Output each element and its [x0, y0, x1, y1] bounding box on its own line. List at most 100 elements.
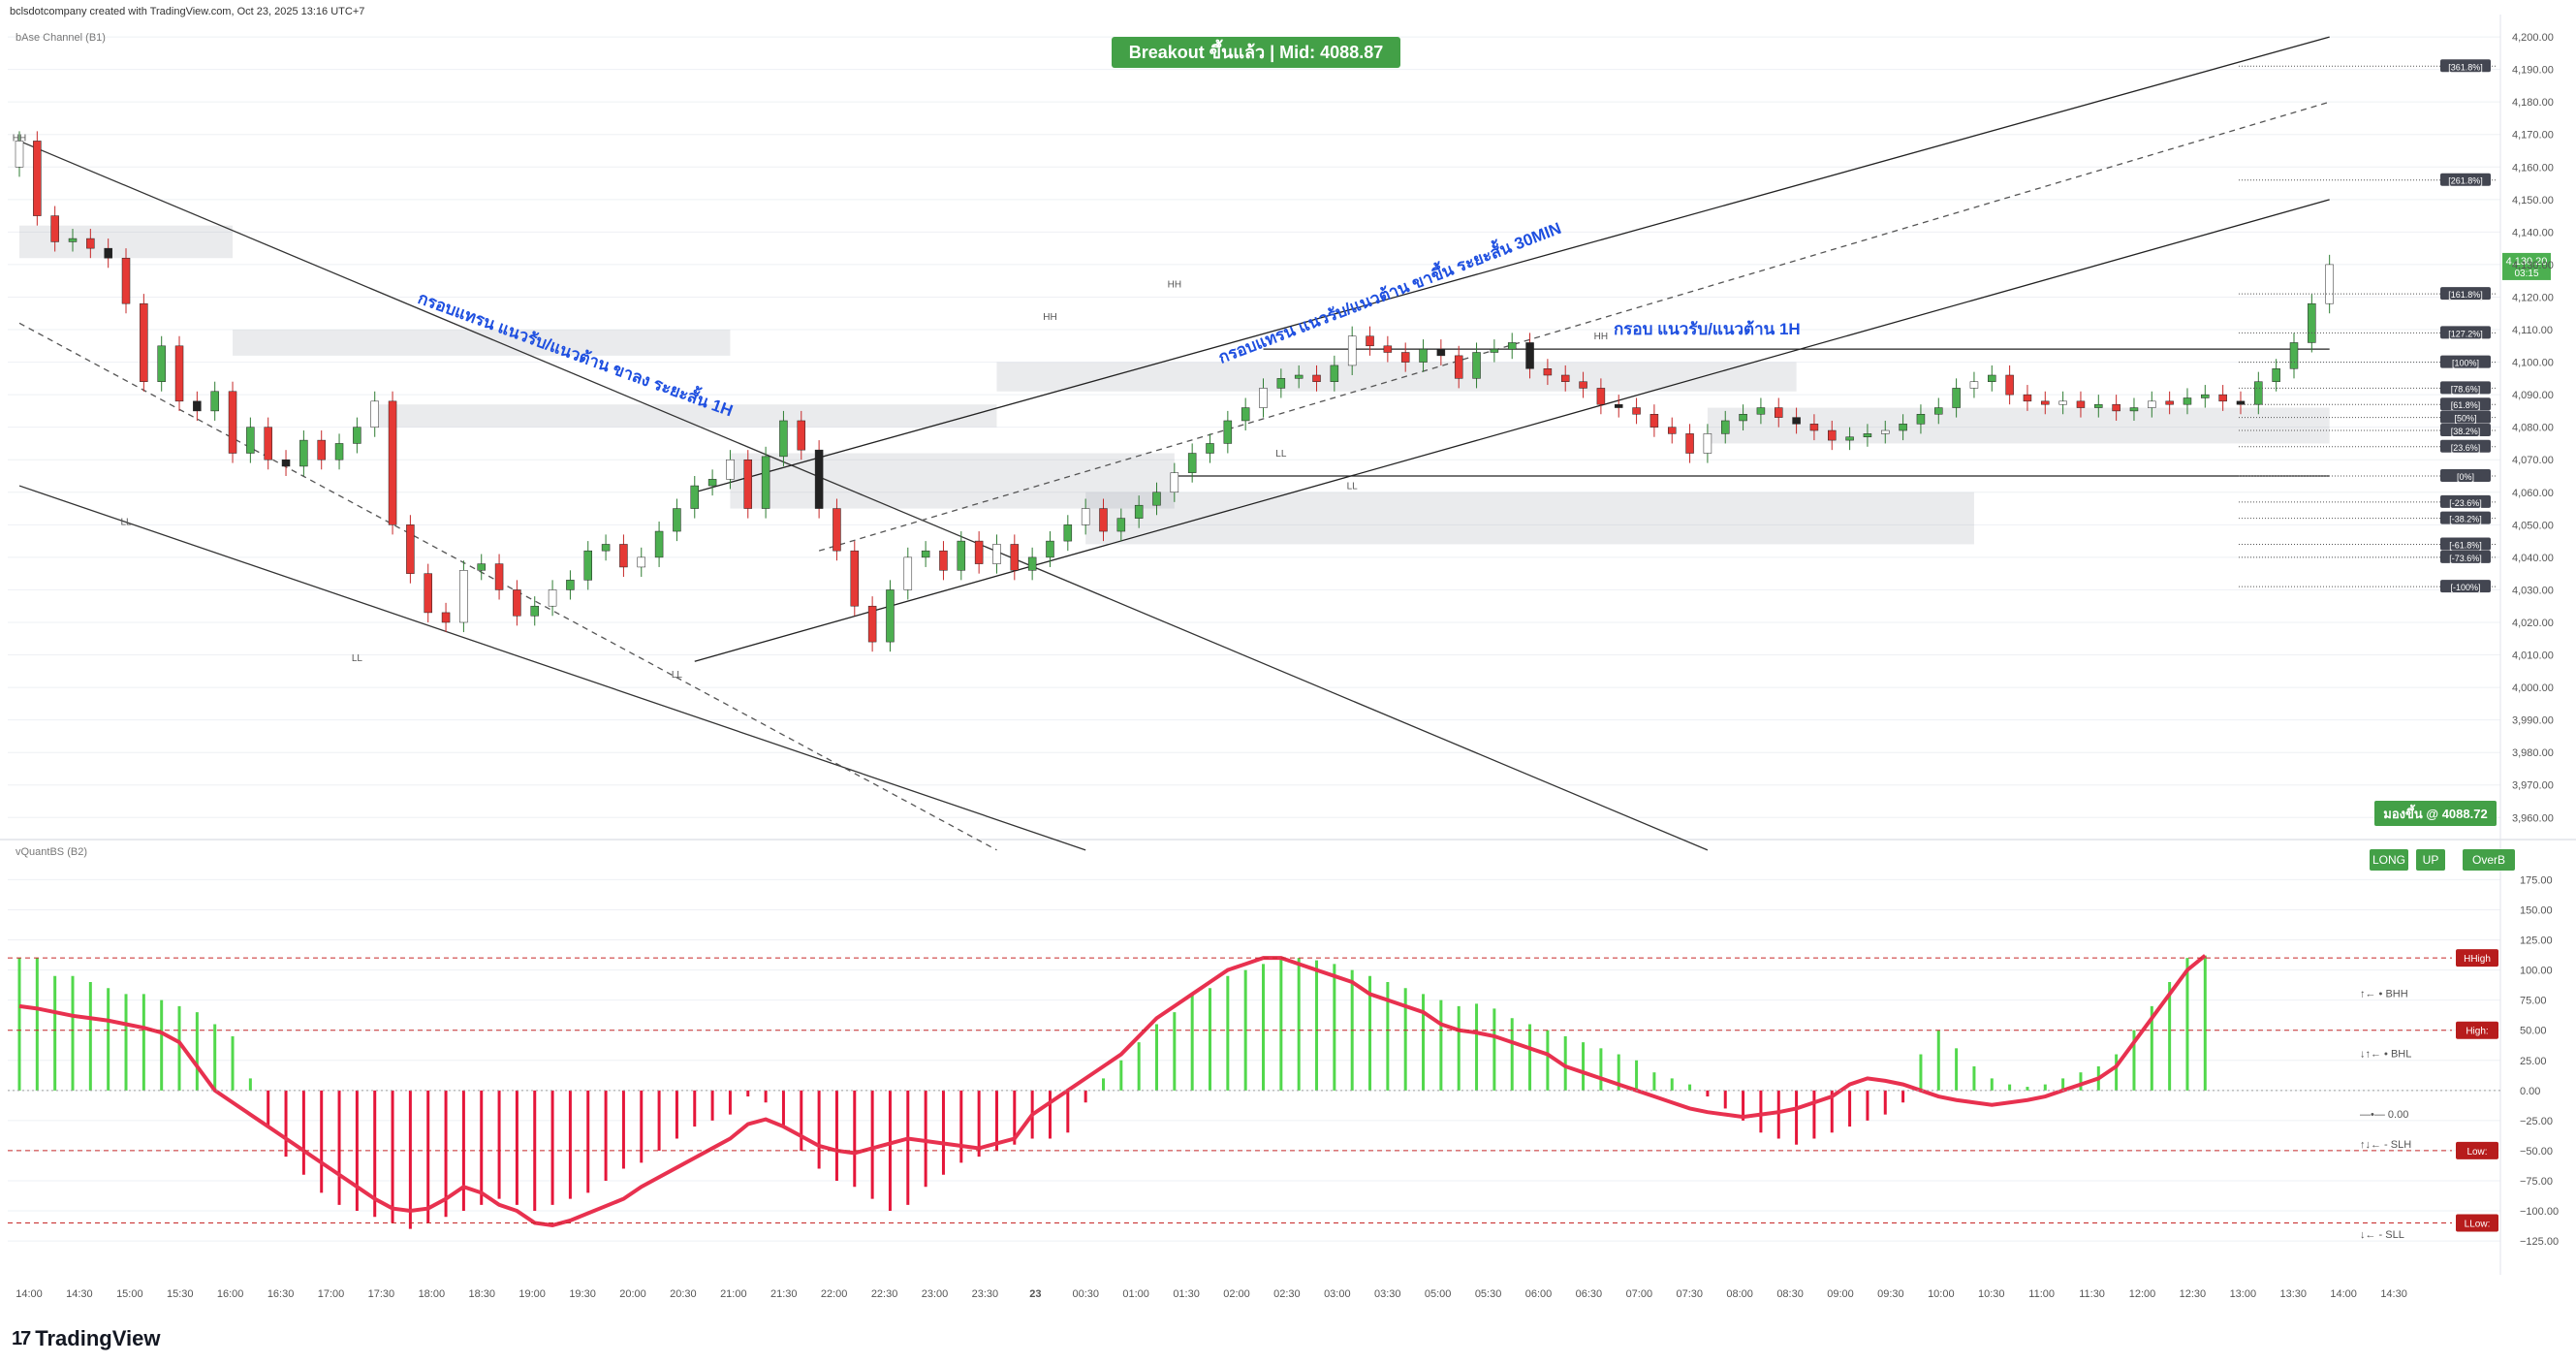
- candle-body: [726, 459, 735, 480]
- osc-y-tick: 175.00: [2520, 874, 2553, 886]
- candle-body: [832, 508, 841, 552]
- candle-body: [707, 479, 717, 487]
- main-y-tick: 4,200.00: [2512, 32, 2554, 44]
- candle-body: [903, 556, 913, 590]
- time-tick: 08:00: [1726, 1288, 1753, 1300]
- main-y-tick: 4,050.00: [2512, 520, 2554, 531]
- candle-body: [1241, 407, 1250, 422]
- candle-body: [673, 508, 681, 532]
- candle-body: [494, 563, 504, 590]
- pivot-label: HH: [13, 133, 26, 143]
- trend-line: [18, 322, 997, 851]
- candle-body: [2325, 264, 2334, 304]
- osc-y-tick: 0.00: [2520, 1086, 2540, 1097]
- candle-body: [1490, 348, 1499, 353]
- fib-level-label: [261.8%]: [2448, 176, 2483, 186]
- candle-body: [1046, 540, 1054, 558]
- osc-y-tick: −100.00: [2520, 1206, 2559, 1218]
- osc-level-tag-bg: [2456, 1021, 2498, 1039]
- candle-body: [1366, 335, 1374, 347]
- candle-body: [1934, 407, 1943, 415]
- candle-body: [957, 540, 966, 571]
- candle-body: [50, 215, 59, 242]
- candle-body: [2058, 400, 2067, 405]
- pivot-label: HH: [1168, 279, 1181, 290]
- candle-body: [174, 345, 184, 402]
- time-tick: 00:30: [1072, 1288, 1099, 1300]
- badge-bg: [2416, 849, 2445, 871]
- pivot-label: HH: [1594, 332, 1608, 342]
- main-y-tick: 4,070.00: [2512, 455, 2554, 466]
- candle-body: [850, 550, 860, 607]
- candle-body: [2289, 342, 2299, 369]
- time-tick: 10:00: [1928, 1288, 1955, 1300]
- osc-y-tick: −50.00: [2520, 1146, 2553, 1158]
- candle-body: [2183, 397, 2192, 405]
- time-tick: 02:30: [1273, 1288, 1301, 1300]
- candle-body: [1276, 378, 1286, 389]
- candle-body: [2041, 400, 2050, 405]
- time-tick: 06:00: [1525, 1288, 1553, 1300]
- candle-body: [104, 247, 112, 259]
- status-box-bg: [2374, 801, 2497, 826]
- zone-rect: [374, 404, 997, 428]
- candle-body: [1863, 433, 1872, 437]
- time-tick: 20:30: [670, 1288, 697, 1300]
- fib-level-label: [61.8%]: [2451, 400, 2481, 410]
- candle-body: [1667, 427, 1677, 434]
- candle-body: [2076, 400, 2086, 408]
- osc-y-tick: −25.00: [2520, 1116, 2553, 1127]
- main-y-tick: 4,110.00: [2512, 325, 2553, 336]
- fib-level-label: [161.8%]: [2448, 290, 2483, 300]
- main-y-tick: 4,060.00: [2512, 488, 2554, 499]
- time-tick: 19:00: [518, 1288, 546, 1300]
- candle-body: [1828, 429, 1837, 441]
- trend-line: [818, 101, 2330, 552]
- time-tick: 12:00: [2129, 1288, 2156, 1300]
- fib-level-label: [38.2%]: [2451, 427, 2481, 436]
- fib-label-bg: [2440, 424, 2491, 437]
- candle-body: [1187, 453, 1197, 473]
- candle-body: [1969, 381, 1979, 389]
- osc-level-tag: HHigh: [2464, 954, 2491, 965]
- candle-body: [68, 238, 78, 242]
- main-y-tick: 4,020.00: [2512, 618, 2554, 629]
- zone-rect: [996, 362, 1797, 392]
- osc-indicator-title: vQuantBS (B2): [16, 846, 87, 858]
- candle-body: [1579, 381, 1587, 389]
- time-tick: 15:30: [167, 1288, 194, 1300]
- fib-level-label: [50%]: [2454, 414, 2476, 424]
- candle-body: [1383, 345, 1393, 353]
- candle-body: [15, 141, 24, 168]
- candle-body: [1703, 433, 1712, 454]
- candle-body: [992, 544, 1001, 564]
- candle-body: [1632, 407, 1641, 415]
- fib-level-label: [-61.8%]: [2449, 540, 2482, 550]
- candle-body: [1347, 335, 1357, 366]
- candle-body: [779, 420, 788, 458]
- osc-level-tag-bg: [2456, 1141, 2498, 1159]
- candle-body: [1525, 342, 1534, 369]
- candle-body: [1756, 407, 1766, 415]
- time-tick: 22:00: [821, 1288, 848, 1300]
- candle-body: [1312, 374, 1321, 382]
- candle-body: [2023, 394, 2032, 402]
- time-tick: 05:00: [1425, 1288, 1452, 1300]
- candle-body: [1063, 524, 1073, 542]
- candle-body: [1419, 348, 1428, 363]
- candle-body: [1436, 348, 1446, 357]
- candle-body: [939, 550, 948, 571]
- main-y-tick: 4,180.00: [2512, 97, 2554, 109]
- tradingview-wordmark: TradingView: [35, 1326, 161, 1350]
- osc-y-tick: 50.00: [2520, 1026, 2547, 1037]
- time-tick: 01:30: [1173, 1288, 1200, 1300]
- candle-body: [886, 589, 895, 643]
- candle-body: [2236, 400, 2246, 405]
- last-price: 4,130.20: [2506, 256, 2548, 268]
- main-y-tick: 4,120.00: [2512, 292, 2554, 303]
- time-tick: 20:00: [619, 1288, 646, 1300]
- candle-body: [1899, 424, 1907, 431]
- candle-body: [797, 420, 806, 451]
- pivot-label: LL: [1347, 481, 1359, 492]
